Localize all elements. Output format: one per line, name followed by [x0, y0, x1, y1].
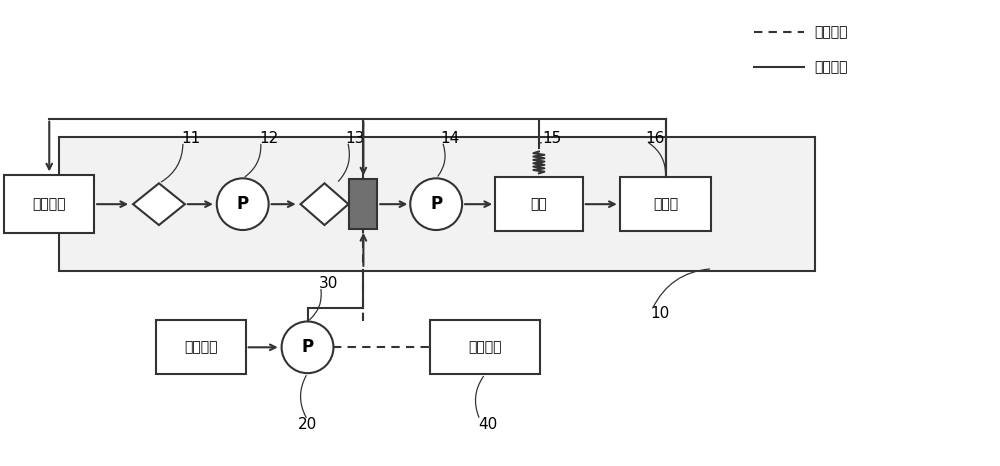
- Text: 16: 16: [645, 131, 664, 146]
- Polygon shape: [133, 183, 185, 225]
- Text: 第二燃料: 第二燃料: [184, 340, 218, 354]
- FancyBboxPatch shape: [156, 321, 246, 374]
- Text: P: P: [237, 195, 249, 213]
- FancyBboxPatch shape: [495, 178, 583, 231]
- Polygon shape: [301, 183, 348, 225]
- Text: 15: 15: [542, 131, 561, 146]
- Text: 10: 10: [650, 306, 669, 321]
- Text: 40: 40: [478, 418, 498, 432]
- FancyBboxPatch shape: [59, 137, 815, 271]
- Circle shape: [410, 178, 462, 230]
- Text: 油轨: 油轨: [531, 197, 547, 211]
- FancyBboxPatch shape: [349, 179, 377, 229]
- Text: P: P: [430, 195, 442, 213]
- Circle shape: [282, 322, 333, 373]
- FancyBboxPatch shape: [4, 175, 94, 233]
- Text: 20: 20: [298, 418, 317, 432]
- Text: 电性连接: 电性连接: [814, 25, 848, 39]
- Circle shape: [217, 178, 269, 230]
- Text: 喷油器: 喷油器: [653, 197, 678, 211]
- Text: 14: 14: [441, 131, 460, 146]
- Text: 30: 30: [319, 276, 338, 291]
- Text: 控制模块: 控制模块: [468, 340, 502, 354]
- Text: 13: 13: [346, 131, 365, 146]
- FancyBboxPatch shape: [430, 321, 540, 374]
- FancyBboxPatch shape: [620, 178, 711, 231]
- Text: 12: 12: [259, 131, 278, 146]
- Text: 管路连接: 管路连接: [814, 60, 848, 74]
- Text: P: P: [301, 338, 314, 356]
- Text: 11: 11: [181, 131, 200, 146]
- Text: 第一燃料: 第一燃料: [33, 197, 66, 211]
